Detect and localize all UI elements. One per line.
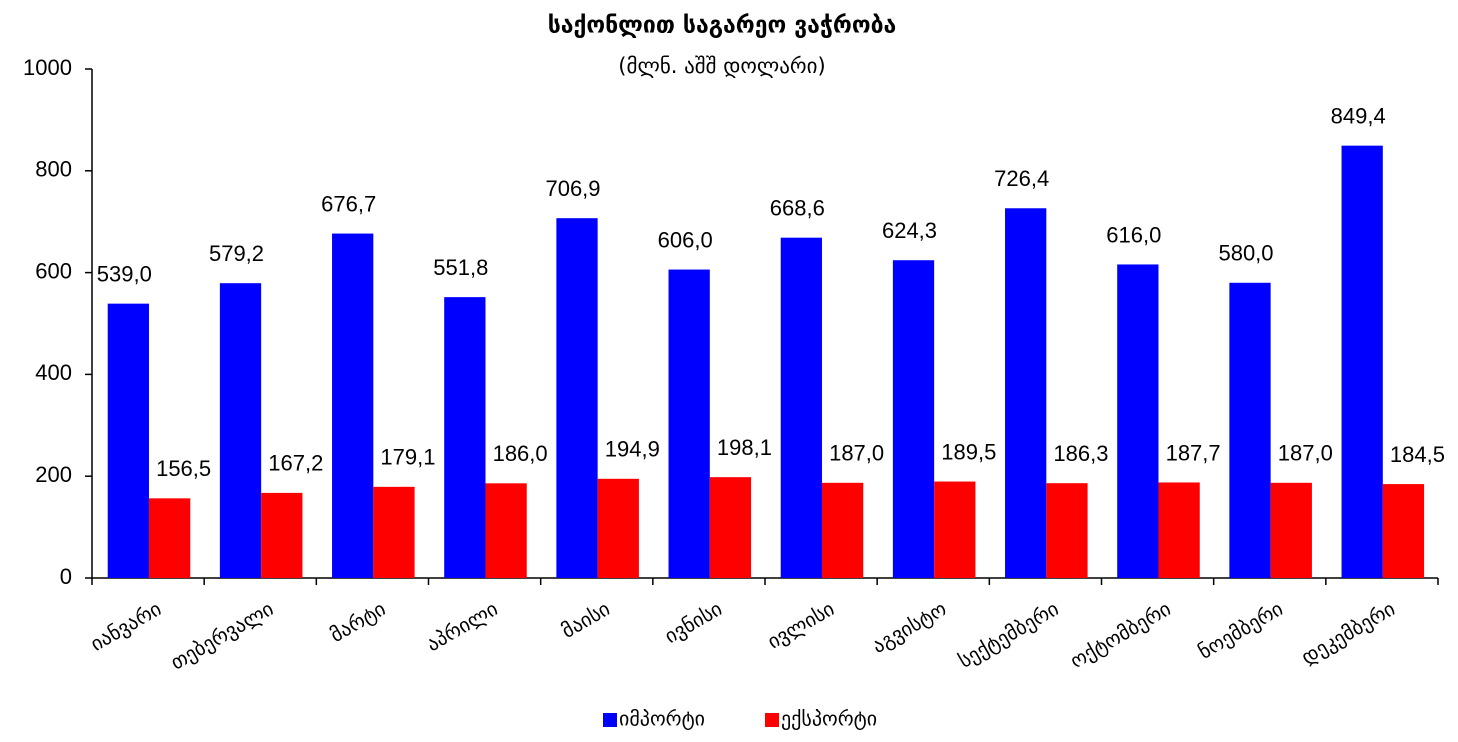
value-label: 726,4 <box>994 166 1049 191</box>
bar <box>261 492 303 578</box>
bar <box>219 283 262 578</box>
value-label: 187,0 <box>829 441 884 466</box>
bar <box>1158 482 1200 578</box>
value-label: 179,1 <box>380 445 435 470</box>
bar <box>1229 282 1271 578</box>
legend-label: ექსპორტი <box>781 707 877 731</box>
y-tick-label: 800 <box>35 157 72 182</box>
value-label: 184,5 <box>1390 442 1445 467</box>
x-tick-label: ივლისი <box>763 596 838 653</box>
bar <box>107 303 149 578</box>
y-tick-label: 200 <box>35 462 72 487</box>
bar <box>373 486 415 578</box>
value-label: 187,7 <box>1166 440 1221 465</box>
y-tick-label: 1000 <box>23 55 72 80</box>
value-label: 194,9 <box>605 437 660 462</box>
value-label: 579,2 <box>209 241 264 266</box>
value-label: 668,6 <box>770 195 825 220</box>
x-tick-label: ნოემბერი <box>1194 596 1287 664</box>
x-tick-label: თებერვალი <box>166 596 277 674</box>
value-label: 187,0 <box>1278 441 1333 466</box>
x-tick-label: აგვისტო <box>868 596 951 658</box>
bar <box>780 237 822 578</box>
value-label: 539,0 <box>97 261 152 286</box>
value-label: 624,3 <box>882 218 937 243</box>
bar <box>821 482 864 578</box>
legend-swatch <box>603 713 617 727</box>
value-label: 706,9 <box>545 176 600 201</box>
x-tick-label: მარტი <box>326 596 390 647</box>
y-tick-label: 0 <box>60 564 72 589</box>
value-label: 189,5 <box>941 439 996 464</box>
legend-swatch <box>765 713 779 727</box>
x-tick-label: ოქტომბერი <box>1066 596 1175 673</box>
value-label: 849,4 <box>1331 103 1386 128</box>
x-tick-label: დეკემბერი <box>1297 596 1399 669</box>
bar <box>332 233 374 578</box>
value-label: 606,0 <box>658 227 713 252</box>
bar <box>1117 264 1159 578</box>
value-label: 167,2 <box>268 451 323 476</box>
x-tick-label: მაისი <box>557 596 614 643</box>
x-tick-label: იანვარი <box>86 596 165 656</box>
x-tick-label: აპრილი <box>422 596 502 656</box>
value-label: 156,5 <box>156 456 211 481</box>
value-label: 186,3 <box>1053 441 1108 466</box>
bar <box>1341 145 1383 578</box>
bar <box>1046 483 1088 578</box>
bar <box>1382 484 1425 578</box>
chart-title: საქონლით საგარეო ვაჭრობა <box>548 13 897 39</box>
legend-label: იმპორტი <box>619 707 705 731</box>
bar <box>1270 482 1312 578</box>
value-label: 186,0 <box>493 441 548 466</box>
bar <box>1005 208 1047 579</box>
bar <box>597 478 639 578</box>
bar <box>892 260 935 578</box>
bar <box>934 481 976 578</box>
value-label: 580,0 <box>1218 241 1273 266</box>
chart-subtitle: (მლნ. აშშ დოლარი) <box>618 54 825 78</box>
value-label: 551,8 <box>433 255 488 280</box>
y-tick-label: 600 <box>35 258 72 283</box>
bar <box>709 477 752 578</box>
value-label: 198,1 <box>717 435 772 460</box>
bar <box>148 498 191 578</box>
bar <box>556 218 598 578</box>
bar <box>444 297 486 578</box>
x-tick-label: სექტემბერი <box>954 596 1062 672</box>
bar <box>485 483 527 578</box>
value-label: 616,0 <box>1106 222 1161 247</box>
bar <box>668 269 710 578</box>
x-tick-label: ივნისი <box>660 596 726 648</box>
y-tick-label: 400 <box>35 360 72 385</box>
value-label: 676,7 <box>321 191 376 216</box>
